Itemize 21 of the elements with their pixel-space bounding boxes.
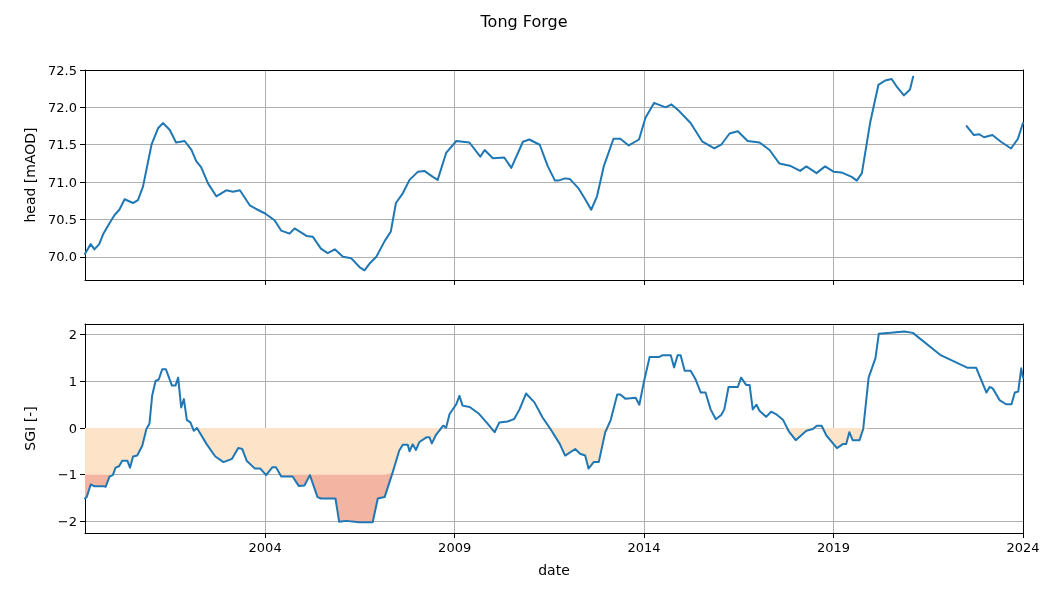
y-tick-label: 1 [68,373,77,389]
y-tick-label: 0 [68,420,77,436]
x-tick-label: 2019 [817,540,851,555]
x-tick-label: 2014 [627,540,661,555]
y-axis-title: SGI [-] [22,406,38,451]
y-tick-label: 71.0 [48,174,77,190]
x-tick-label: 2024 [1006,540,1040,555]
y-axis-title: head [mAOD] [22,127,38,223]
y-tick-label: 70.0 [48,249,77,265]
chart-title: Tong Forge [479,11,568,31]
line-series [84,330,1024,524]
y-tick-label: 72.5 [48,62,77,78]
x-axis-title: date [538,562,570,578]
y-tick-label: 70.5 [48,211,77,227]
y-tick-label: 71.5 [48,137,77,153]
x-tick-label: 2004 [248,540,282,555]
y-tick-label: −2 [57,513,77,529]
x-tick-label: 2009 [438,540,472,555]
y-tick-label: 2 [68,327,77,343]
y-tick-label: 72.0 [48,99,77,115]
y-tick-label: −1 [57,467,77,483]
